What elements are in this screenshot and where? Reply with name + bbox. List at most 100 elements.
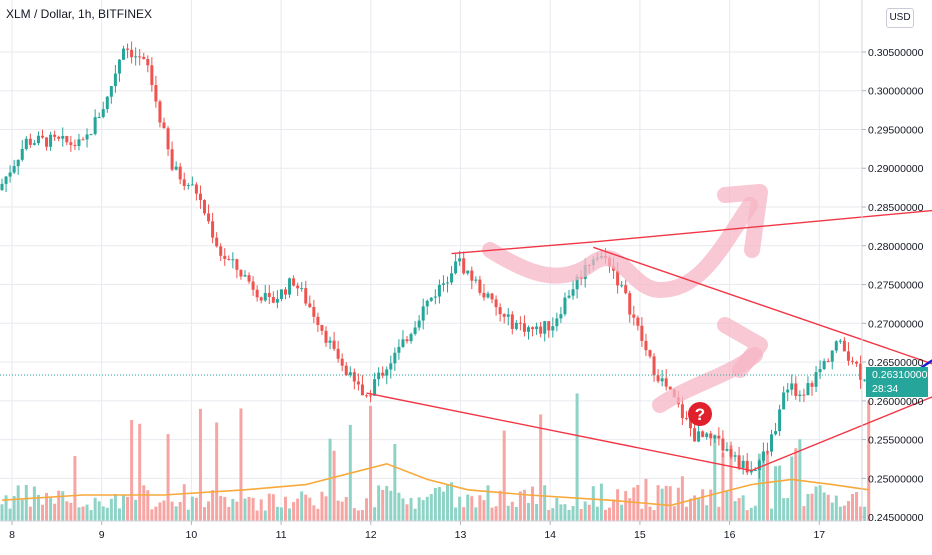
volume-bar xyxy=(462,507,465,521)
volume-bar xyxy=(345,497,348,521)
candle-body xyxy=(693,428,696,441)
volume-bar xyxy=(843,506,846,521)
volume-bar xyxy=(280,507,283,521)
candle-body xyxy=(851,361,854,362)
candle-body xyxy=(65,136,68,142)
volume-bar xyxy=(37,495,40,521)
candle-body xyxy=(320,325,323,331)
volume-bar xyxy=(600,484,603,521)
candle-body xyxy=(474,280,477,281)
candle-body xyxy=(628,293,631,314)
volume-bar xyxy=(616,489,619,521)
candle-body xyxy=(709,433,712,438)
x-tick-label: 14 xyxy=(544,529,556,541)
volume-bar xyxy=(227,507,230,521)
candle-body xyxy=(90,134,93,135)
volume-bar xyxy=(381,490,384,521)
volume-bar xyxy=(426,497,429,521)
volume-bar xyxy=(434,488,437,521)
volume-bar xyxy=(811,494,814,521)
volume-bar xyxy=(276,507,279,521)
candle-body xyxy=(843,341,846,352)
volume-bar xyxy=(422,500,425,521)
volume-bar xyxy=(106,508,109,521)
candle-body xyxy=(365,395,368,396)
volume-bar xyxy=(551,508,554,521)
candle-body xyxy=(406,339,409,341)
volume-bar xyxy=(653,510,656,521)
candle-body xyxy=(422,306,425,320)
candle-body xyxy=(300,288,303,289)
volume-bar xyxy=(393,444,396,521)
candle-body xyxy=(154,85,157,101)
volume-bar xyxy=(632,487,635,521)
volume-bar xyxy=(790,457,793,521)
volume-bar xyxy=(855,492,858,521)
bar-countdown: 28:34 xyxy=(872,382,928,396)
candle-body xyxy=(61,136,64,139)
candle-body xyxy=(195,184,198,193)
volume-bar xyxy=(649,507,652,521)
candle-body xyxy=(705,433,708,436)
y-tick-label: 0.27500000 xyxy=(868,280,924,292)
volume-bar xyxy=(183,484,186,521)
volume-bar xyxy=(272,494,275,521)
volume-bar xyxy=(608,508,611,521)
candle-body xyxy=(49,135,52,147)
volume-bar xyxy=(559,504,562,521)
candle-body xyxy=(495,299,498,307)
candle-body xyxy=(539,327,542,334)
volume-bar xyxy=(547,510,550,521)
candle-body xyxy=(798,395,801,396)
candle-body xyxy=(823,361,826,369)
candle-body xyxy=(219,246,222,256)
candle-body xyxy=(33,143,36,145)
candle-body xyxy=(312,307,315,317)
candle-body xyxy=(632,315,635,318)
candle-body xyxy=(535,327,538,330)
volume-bar xyxy=(701,489,704,521)
volume-bar xyxy=(110,499,113,521)
y-tick-label: 0.24500000 xyxy=(868,512,924,524)
candle-body xyxy=(345,366,348,375)
candle-body xyxy=(665,378,668,386)
volume-bar xyxy=(470,496,473,521)
volume-bar xyxy=(252,498,255,521)
candle-body xyxy=(82,139,85,140)
volume-bar xyxy=(511,502,514,521)
candle-body xyxy=(13,166,16,172)
volume-bar xyxy=(102,506,105,521)
candle-body xyxy=(555,318,558,326)
volume-bar xyxy=(219,496,222,521)
volume-bar xyxy=(296,499,299,521)
volume-bar xyxy=(353,508,356,521)
volume-bar xyxy=(300,491,303,521)
candle-body xyxy=(260,297,263,300)
candle-body xyxy=(142,57,145,59)
candle-body xyxy=(45,137,48,146)
volume-bar xyxy=(806,494,809,521)
candle-body xyxy=(272,297,275,303)
candle-body xyxy=(158,102,161,123)
volume-bar xyxy=(341,502,344,521)
volume-bar xyxy=(657,485,660,521)
volume-bar xyxy=(640,509,643,521)
volume-bar xyxy=(122,495,125,521)
question-badge[interactable]: ? xyxy=(688,402,712,426)
candle-body xyxy=(183,179,186,186)
candle-body xyxy=(227,259,230,260)
candle-body xyxy=(697,431,700,441)
candle-body xyxy=(199,194,202,200)
volume-bar xyxy=(685,507,688,521)
candle-body xyxy=(353,372,356,381)
candle-body xyxy=(414,328,417,334)
volume-bar xyxy=(539,414,542,521)
currency-badge[interactable]: USD xyxy=(886,8,914,28)
candle-body xyxy=(531,327,534,329)
volume-bar xyxy=(446,485,449,521)
volume-bar xyxy=(389,491,392,521)
volume-bar xyxy=(69,503,72,521)
x-tick-label: 10 xyxy=(186,529,198,541)
